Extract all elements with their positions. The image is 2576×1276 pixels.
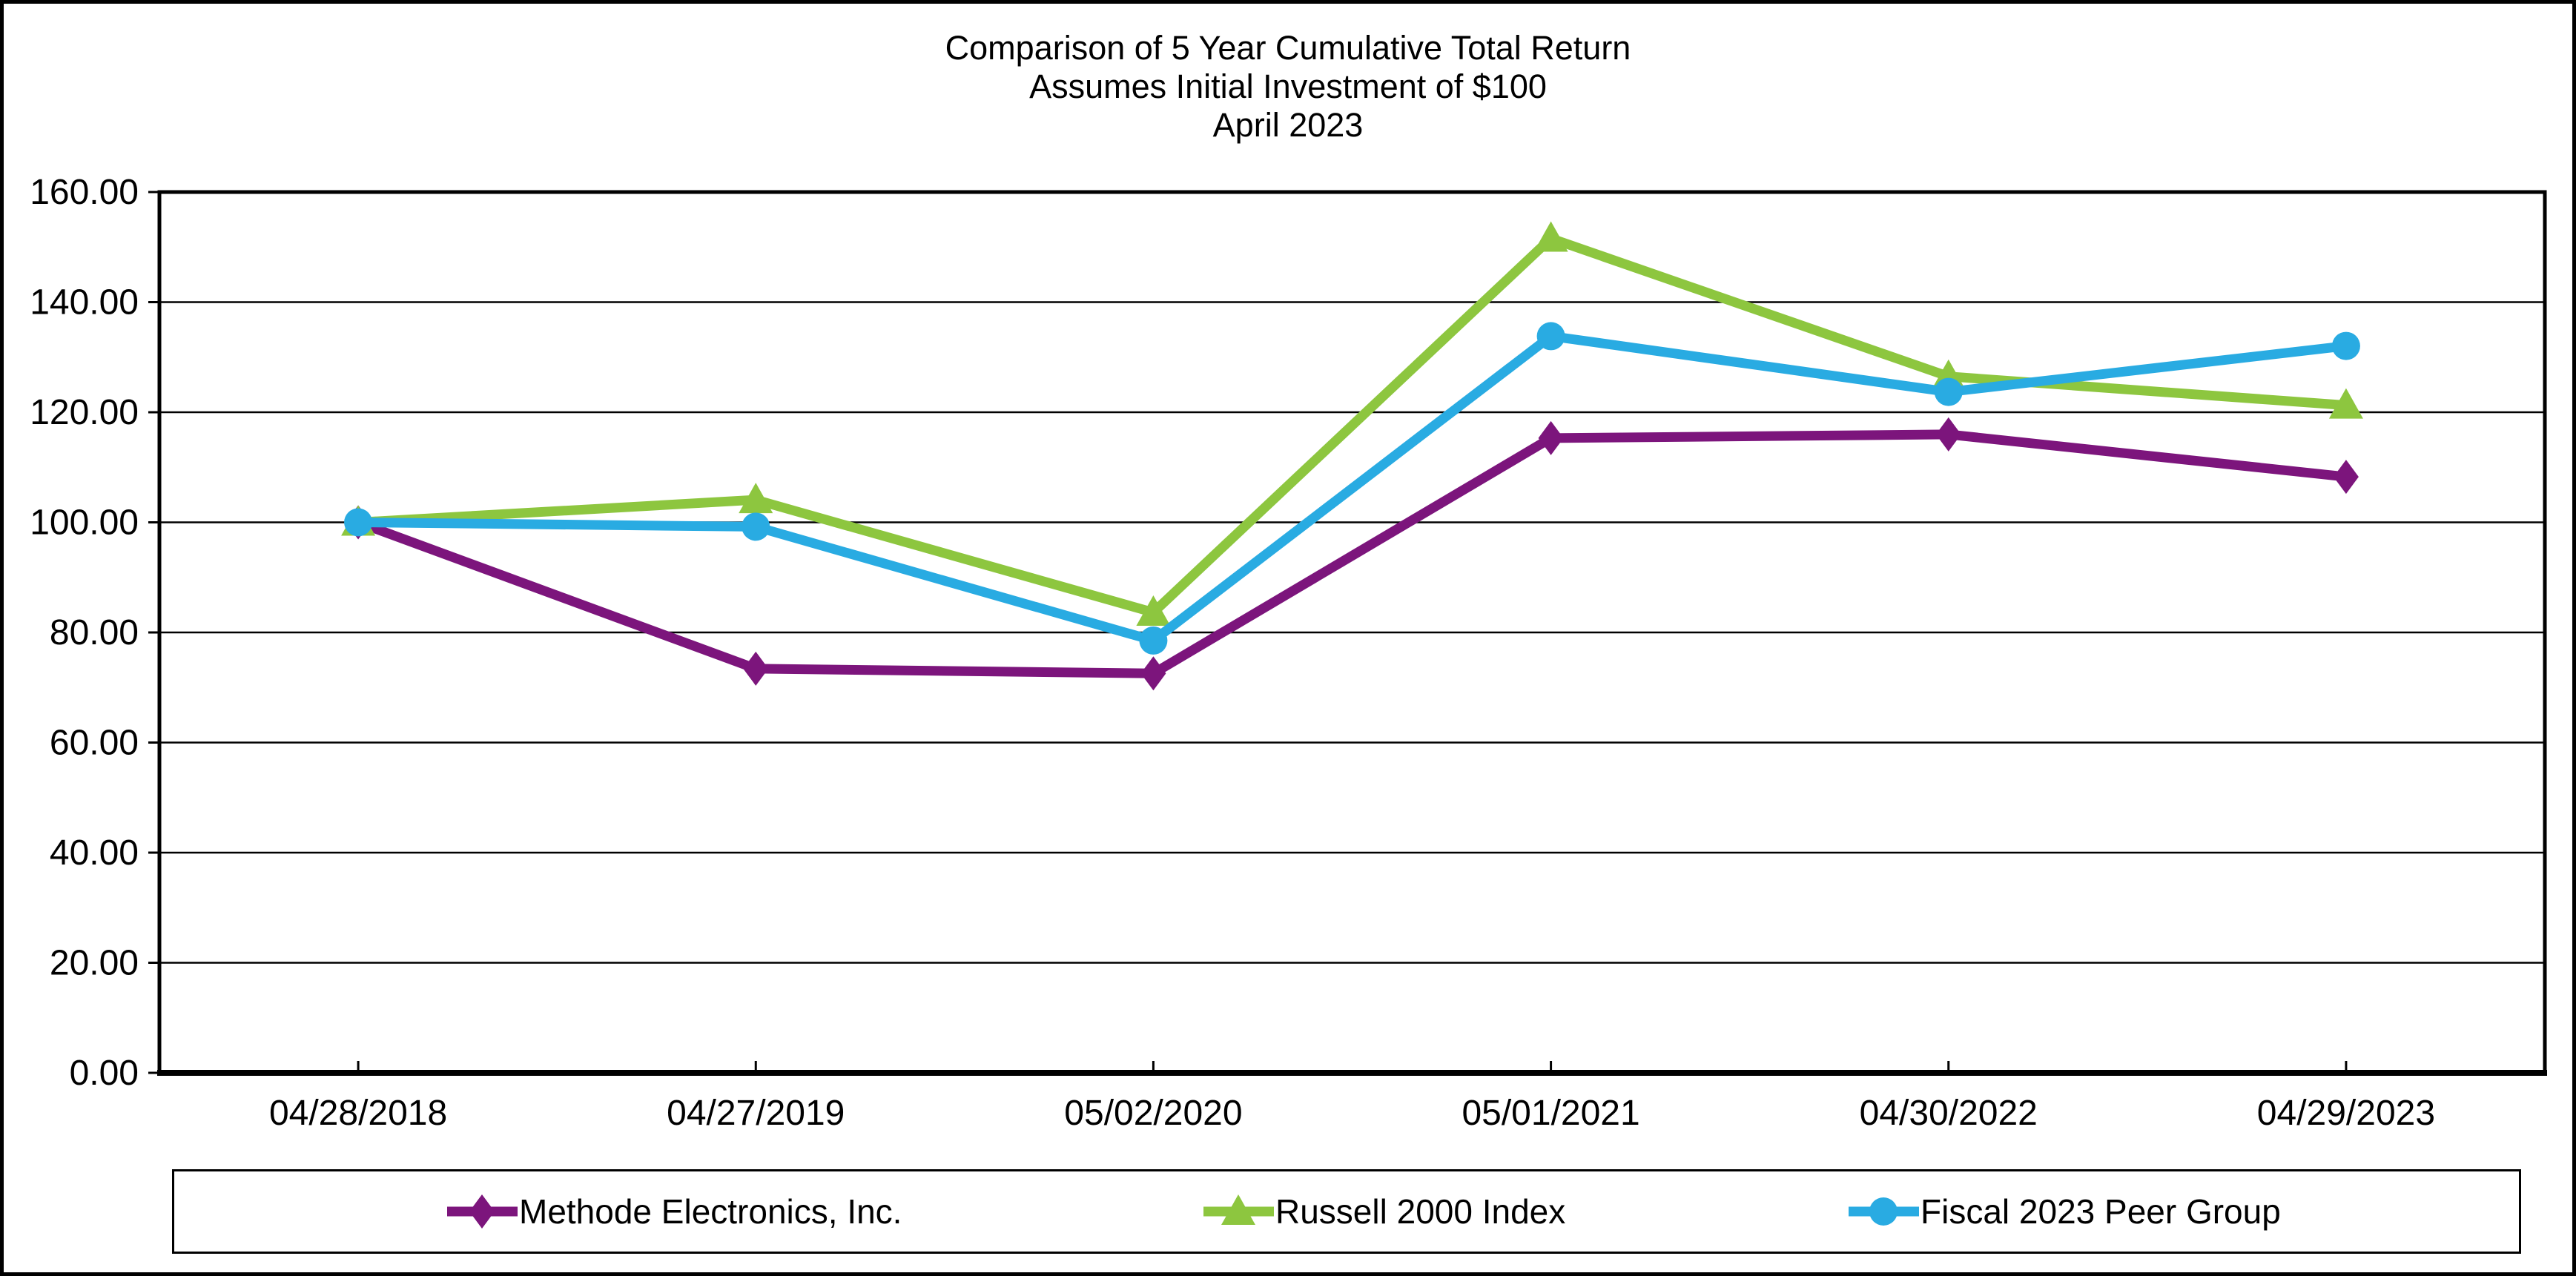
legend-marker-shape-Methode Electronics, Inc. bbox=[469, 1194, 495, 1229]
legend-box: Methode Electronics, Inc. Russell 2000 I… bbox=[172, 1169, 2521, 1254]
y-axis-label-160.00: 160.00 bbox=[30, 173, 139, 212]
data-point-Fiscal 2023 Peer Group-05/01/2021 bbox=[1536, 322, 1565, 351]
data-point-Methode Electronics, Inc.-04/29/2023 bbox=[2333, 460, 2359, 495]
data-point-Methode Electronics, Inc.-05/02/2020 bbox=[1140, 656, 1166, 691]
legend-label-methode-electronics: Methode Electronics, Inc. bbox=[519, 1192, 902, 1231]
fiscal-2023-peer-group-legend-marker bbox=[1849, 1197, 1919, 1226]
data-point-Fiscal 2023 Peer Group-05/02/2020 bbox=[1139, 626, 1168, 655]
legend-label-fiscal-2023-peer-group: Fiscal 2023 Peer Group bbox=[1921, 1192, 2281, 1231]
performance-line-chart: 0.00 20.00 40.00 60.00 80.00 100.00 120.00 140.… bbox=[30, 173, 2547, 1133]
data-point-Fiscal 2023 Peer Group-04/27/2019 bbox=[742, 512, 770, 541]
x-axis-label-04/28/2018: 04/28/2018 bbox=[269, 1094, 447, 1133]
legend-item-methode-electronics: Methode Electronics, Inc. bbox=[447, 1189, 902, 1234]
x-axis-label-05/01/2021: 05/01/2021 bbox=[1462, 1094, 1639, 1133]
data-point-Russell 2000 Index-04/27/2019 bbox=[739, 483, 773, 514]
y-axis-label-80.00: 80.00 bbox=[50, 613, 139, 652]
methode-electronics-legend-marker bbox=[447, 1194, 518, 1229]
x-axis-label-04/30/2022: 04/30/2022 bbox=[1860, 1094, 2038, 1133]
y-axis-label-40.00: 40.00 bbox=[50, 833, 139, 873]
x-axis-label-05/02/2020: 05/02/2020 bbox=[1064, 1094, 1242, 1133]
data-point-Fiscal 2023 Peer Group-04/30/2022 bbox=[1934, 377, 1963, 406]
data-point-Fiscal 2023 Peer Group-04/28/2018 bbox=[344, 508, 373, 537]
legend-marker-shape-Russell 2000 Index bbox=[1221, 1194, 1255, 1225]
y-axis-label-0.00: 0.00 bbox=[70, 1054, 139, 1093]
chart-title-line-1: Comparison of 5 Year Cumulative Total Re… bbox=[945, 29, 1631, 67]
data-point-Russell 2000 Index-05/01/2021 bbox=[1533, 221, 1568, 252]
chart-title-line-2: Assumes Initial Investment of $100 bbox=[1029, 67, 1547, 105]
data-point-Methode Electronics, Inc.-04/27/2019 bbox=[743, 651, 769, 686]
legend-item-fiscal-2023-peer-group: Fiscal 2023 Peer Group bbox=[1849, 1189, 2281, 1234]
legend-marker-shape-Fiscal 2023 Peer Group bbox=[1869, 1197, 1898, 1226]
y-axis-label-120.00: 120.00 bbox=[30, 393, 139, 432]
x-axis-label-04/29/2023: 04/29/2023 bbox=[2257, 1094, 2435, 1133]
y-axis-label-100.00: 100.00 bbox=[30, 503, 139, 543]
data-point-Russell 2000 Index-05/02/2020 bbox=[1136, 595, 1171, 626]
chart-title: Comparison of 5 Year Cumulative Total Re… bbox=[4, 29, 2572, 145]
y-axis-label-140.00: 140.00 bbox=[30, 283, 139, 323]
data-point-Methode Electronics, Inc.-04/30/2022 bbox=[1935, 417, 1961, 452]
data-point-Fiscal 2023 Peer Group-04/29/2023 bbox=[2331, 331, 2360, 360]
data-point-Methode Electronics, Inc.-05/01/2021 bbox=[1538, 420, 1564, 455]
legend-label-russell-2000-index: Russell 2000 Index bbox=[1275, 1192, 1566, 1231]
series-line-Fiscal 2023 Peer Group bbox=[353, 331, 2351, 646]
chart-title-line-3: April 2023 bbox=[1212, 106, 1364, 144]
y-axis-label-20.00: 20.00 bbox=[50, 944, 139, 983]
y-axis-label-60.00: 60.00 bbox=[50, 724, 139, 763]
x-axis-label-04/27/2019: 04/27/2019 bbox=[667, 1094, 845, 1133]
legend-item-russell-2000-index: Russell 2000 Index bbox=[1203, 1189, 1565, 1234]
series-line-Methode Electronics, Inc. bbox=[353, 429, 2351, 678]
data-point-Russell 2000 Index-04/29/2023 bbox=[2328, 388, 2363, 419]
russell-2000-index-legend-marker bbox=[1203, 1194, 1274, 1225]
